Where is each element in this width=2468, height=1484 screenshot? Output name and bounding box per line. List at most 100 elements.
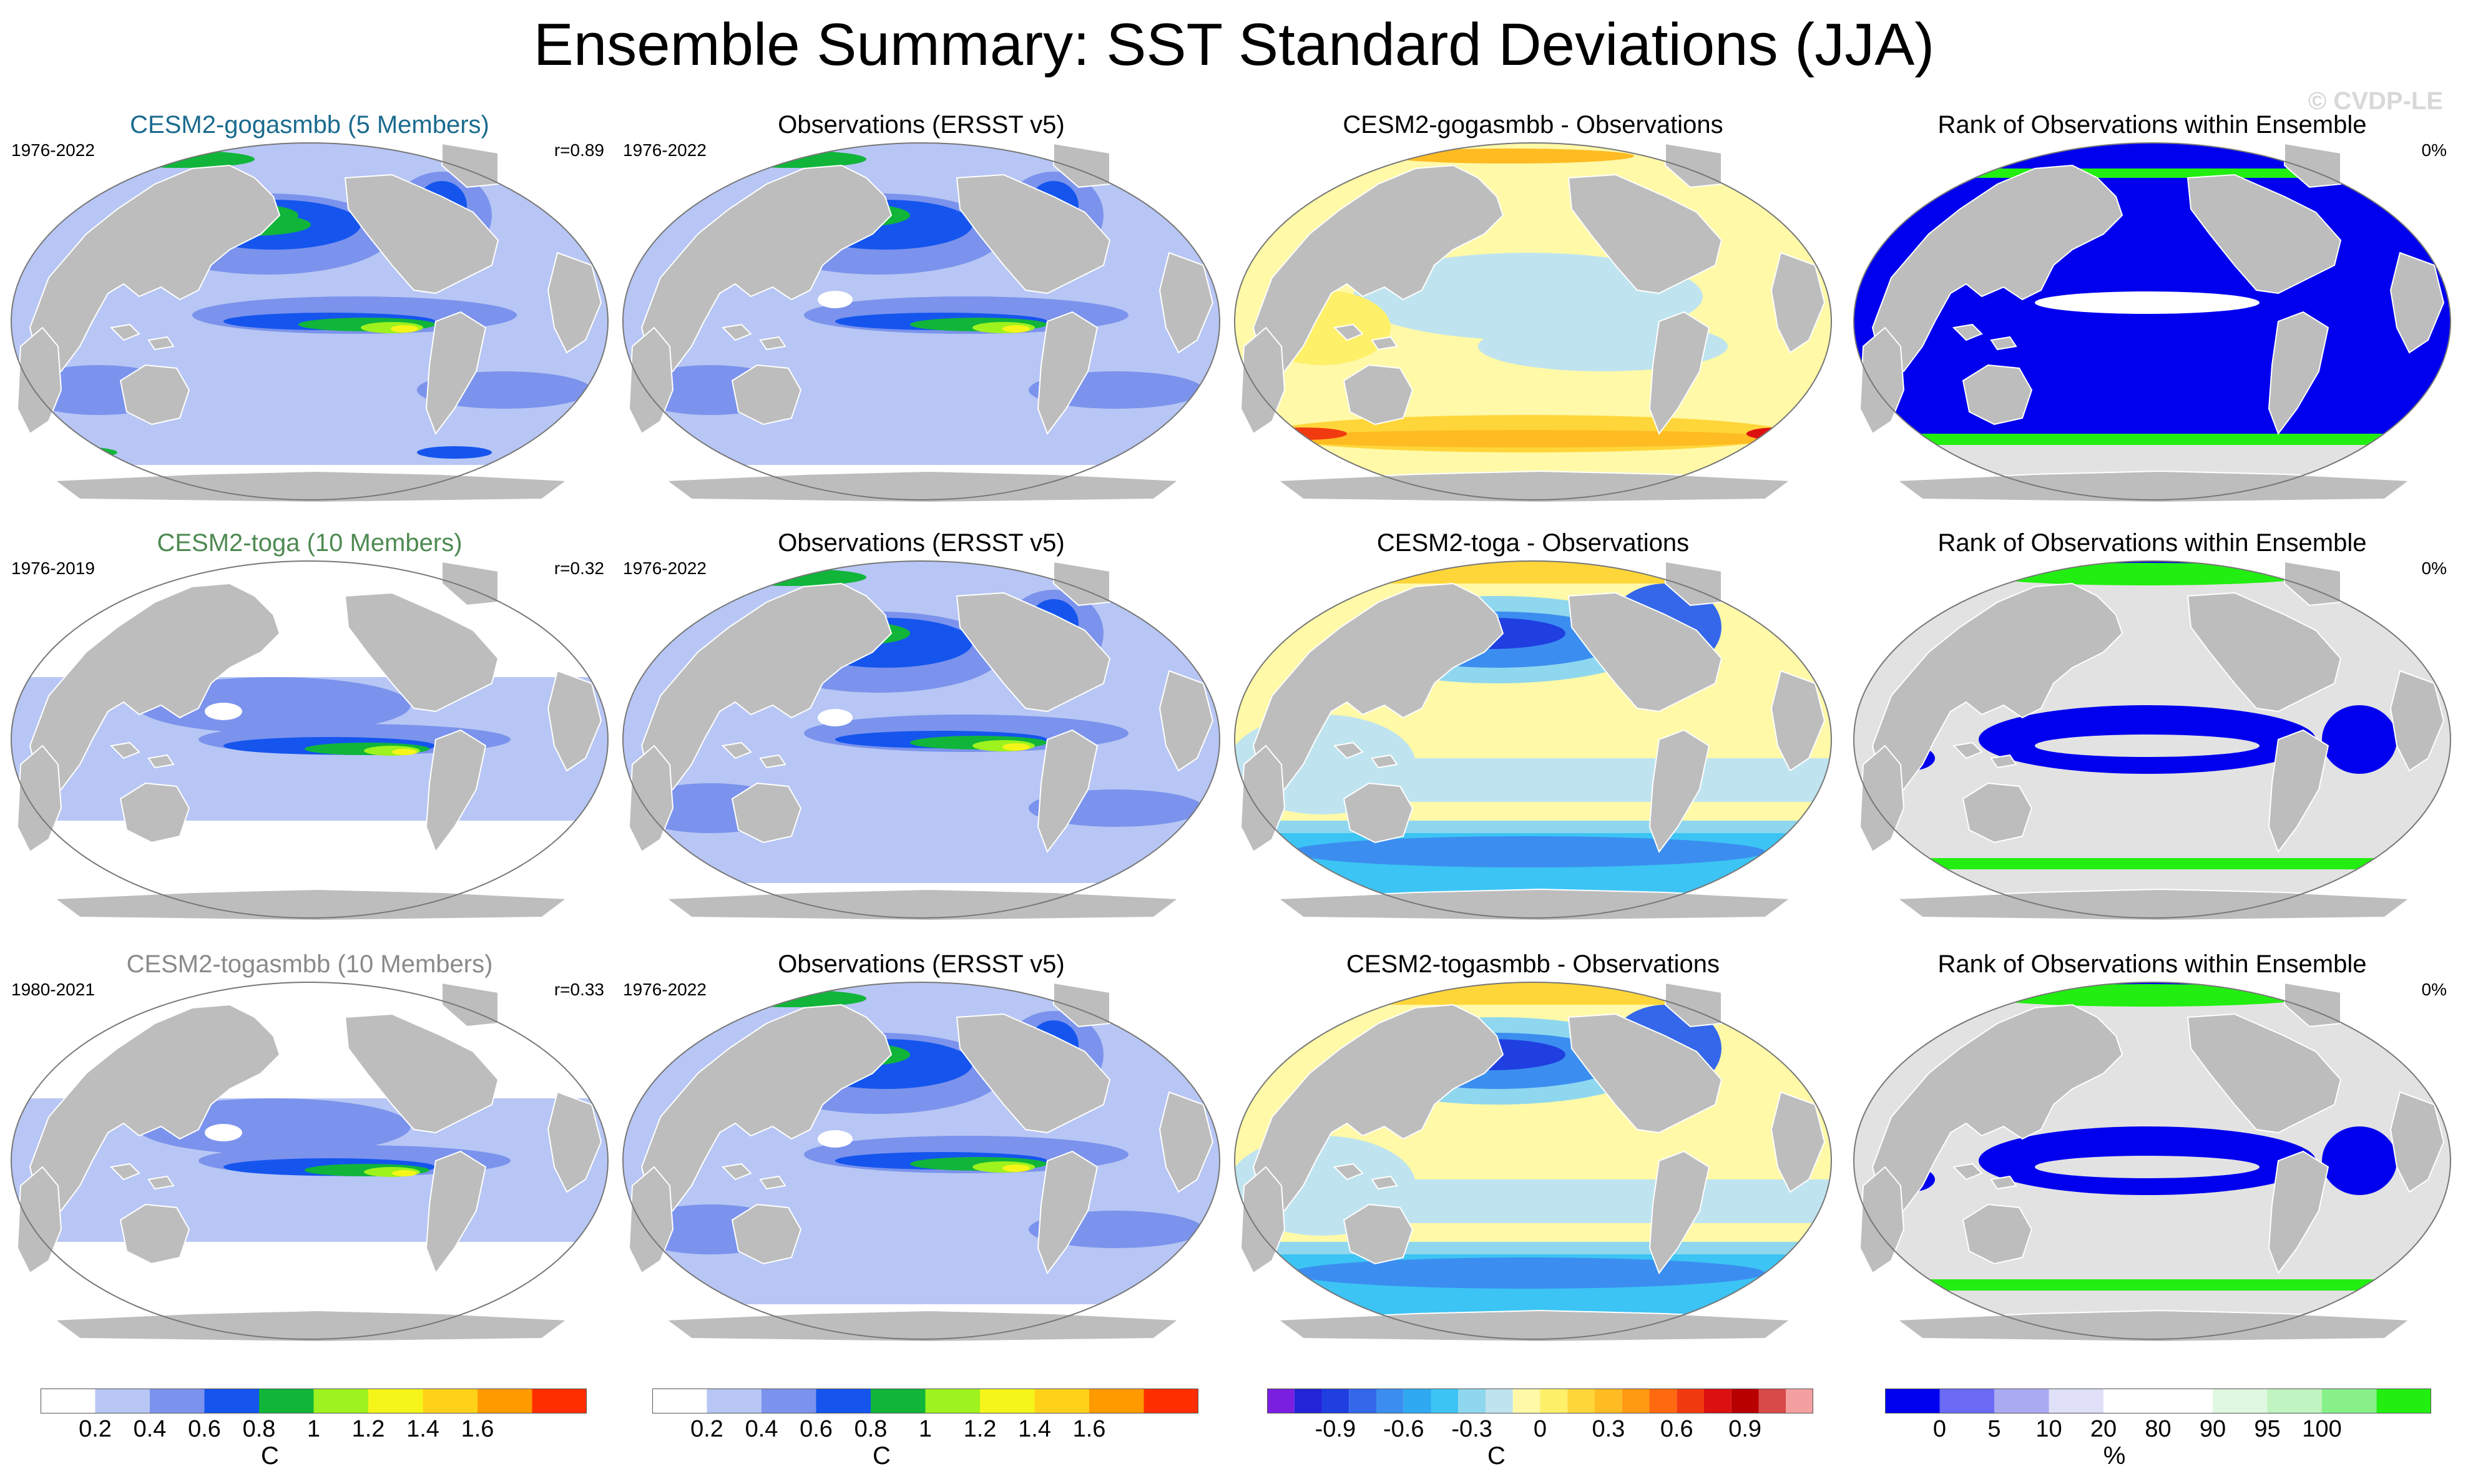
colorbar-swatch bbox=[1294, 1389, 1322, 1413]
land-masses bbox=[1240, 982, 1826, 1342]
globe-map bbox=[1234, 560, 1832, 920]
colorbar-swatch bbox=[1939, 1389, 1994, 1413]
colorbar-tick-label: 95 bbox=[2254, 1416, 2281, 1442]
land-masses bbox=[628, 142, 1214, 502]
colorbar-tick-label: 0 bbox=[1533, 1416, 1547, 1442]
panel-title: CESM2-gogasmbb - Observations bbox=[1343, 111, 1723, 139]
panel-title: Rank of Observations within Ensemble bbox=[1937, 529, 2367, 557]
panel-years: 1976-2022 bbox=[623, 559, 707, 578]
colorbar-swatch bbox=[1486, 1389, 1513, 1413]
colorbar-swatch bbox=[652, 1389, 707, 1413]
colorbar-swatch bbox=[1512, 1389, 1540, 1413]
colorbar-swatch bbox=[477, 1389, 532, 1413]
colorbar-tick-label: 100 bbox=[2302, 1416, 2342, 1442]
model-sd-panel: CESM2-togasmbb (10 Members) 1980-2021 r=0.… bbox=[5, 949, 614, 1348]
colorbar-tick-label: 0.6 bbox=[800, 1416, 833, 1442]
colorbar-tick-label: 1.4 bbox=[1018, 1416, 1051, 1442]
model-sd-panel: CESM2-gogasmbb (5 Members) 1976-2022 r=0.8… bbox=[5, 109, 614, 509]
panel-years: 1976-2022 bbox=[623, 140, 707, 160]
colorbar: 0 5 10 20 80 90 95 100% bbox=[1885, 1389, 2447, 1482]
colorbar-swatch bbox=[1731, 1389, 1759, 1413]
obs-sd-panel: Observations (ERSST v5) 1976-2022 bbox=[617, 109, 1226, 509]
land-masses bbox=[1859, 142, 2445, 502]
globe-map bbox=[622, 982, 1220, 1342]
globe-map bbox=[11, 142, 609, 502]
pattern-correlation: r=0.33 bbox=[554, 980, 604, 999]
panel-title: CESM2-togasmbb (10 Members) bbox=[126, 950, 493, 978]
colorbar-swatch bbox=[1540, 1389, 1568, 1413]
panel-title: Rank of Observations within Ensemble bbox=[1937, 111, 2367, 139]
colorbar-swatch bbox=[1758, 1389, 1786, 1413]
colorbar-tick-label: 1 bbox=[306, 1416, 321, 1442]
land-masses bbox=[16, 142, 602, 502]
colorbar-swatch bbox=[1458, 1389, 1486, 1413]
colorbar-tick-label: 1 bbox=[918, 1416, 933, 1442]
difference-panel: CESM2-togasmbb - Observations bbox=[1228, 949, 1838, 1348]
colorbar-tick-label: 0.3 bbox=[1592, 1416, 1625, 1442]
colorbar-tick-label: 10 bbox=[2035, 1416, 2062, 1442]
colorbar-tick-label: 0.8 bbox=[242, 1416, 276, 1442]
colorbar-swatch bbox=[423, 1389, 477, 1413]
colorbar-swatch bbox=[95, 1389, 150, 1413]
panel-title: Observations (ERSST v5) bbox=[778, 529, 1065, 557]
land-masses bbox=[628, 982, 1214, 1342]
colorbar-tick-label: 0.4 bbox=[745, 1416, 778, 1442]
panel-title: CESM2-gogasmbb (5 Members) bbox=[130, 111, 489, 139]
colorbar-swatch bbox=[1034, 1389, 1089, 1413]
colorbar-swatch bbox=[2103, 1389, 2158, 1413]
globe-map bbox=[622, 142, 1220, 502]
land-masses bbox=[1859, 560, 2445, 920]
globe-map bbox=[11, 982, 609, 1342]
land-masses bbox=[16, 560, 602, 920]
obs-sd-panel: Observations (ERSST v5) 1976-2022 bbox=[617, 949, 1226, 1348]
globe-map bbox=[622, 560, 1220, 920]
colorbar-swatch bbox=[1431, 1389, 1459, 1413]
colorbar-swatch bbox=[2376, 1389, 2431, 1413]
colorbar-swatch bbox=[707, 1389, 761, 1413]
colorbar-swatch bbox=[1622, 1389, 1650, 1413]
colorbar-tick-label: 0.6 bbox=[188, 1416, 221, 1442]
colorbar-swatch bbox=[532, 1389, 587, 1413]
colorbar-swatch bbox=[313, 1389, 368, 1413]
rank-panel: Rank of Observations within Ensemble 0% bbox=[1848, 949, 2457, 1348]
colorbar-swatch bbox=[1267, 1389, 1295, 1413]
pattern-correlation: r=0.89 bbox=[554, 140, 604, 160]
colorbar-tick-label: 0.9 bbox=[1728, 1416, 1762, 1442]
colorbar-swatch bbox=[1885, 1389, 1940, 1413]
colorbar-swatch bbox=[1704, 1389, 1731, 1413]
globe-map bbox=[1234, 142, 1832, 502]
colorbar-tick-label: 1.4 bbox=[406, 1416, 439, 1442]
colorbar-swatch bbox=[1786, 1389, 1813, 1413]
colorbar-swatch bbox=[2213, 1389, 2268, 1413]
globe-map bbox=[1234, 982, 1832, 1342]
colorbar-swatch bbox=[1994, 1389, 2049, 1413]
colorbar-swatch bbox=[2158, 1389, 2213, 1413]
difference-panel: CESM2-gogasmbb - Observations bbox=[1228, 109, 1838, 509]
rank-percent: 0% bbox=[2421, 980, 2447, 999]
pattern-correlation: r=0.32 bbox=[554, 559, 604, 578]
colorbar-swatch bbox=[2322, 1389, 2377, 1413]
rank-percent: 0% bbox=[2421, 559, 2447, 578]
colorbar-swatch bbox=[816, 1389, 871, 1413]
colorbar-tick-label: 20 bbox=[2090, 1416, 2117, 1442]
colorbar-tick-label: 0.4 bbox=[133, 1416, 167, 1442]
colorbar-tick-label: 1.2 bbox=[351, 1416, 385, 1442]
colorbar-swatch bbox=[1143, 1389, 1198, 1413]
colorbar-swatch bbox=[1349, 1389, 1376, 1413]
colorbar-swatch bbox=[259, 1389, 314, 1413]
rank-panel: Rank of Observations within Ensemble 0% bbox=[1848, 527, 2457, 927]
rank-percent: 0% bbox=[2421, 140, 2447, 160]
panel-title: Observations (ERSST v5) bbox=[778, 950, 1065, 978]
globe-map bbox=[1853, 982, 2451, 1342]
globe-map bbox=[1853, 560, 2451, 920]
colorbar-tick-label: 0.2 bbox=[79, 1416, 112, 1442]
colorbar-tick-label: 80 bbox=[2145, 1416, 2172, 1442]
colorbar-tick-label: 0.8 bbox=[854, 1416, 888, 1442]
panel-title: Observations (ERSST v5) bbox=[778, 111, 1065, 139]
colorbar-unit: C bbox=[873, 1442, 891, 1470]
colorbar-unit: % bbox=[2103, 1442, 2126, 1470]
colorbar: -0.9 -0.6 -0.3 0 0.3 0.6 0.9 C bbox=[1267, 1389, 1829, 1482]
colorbar-tick-label: -0.3 bbox=[1451, 1416, 1492, 1442]
land-masses bbox=[16, 982, 602, 1342]
colorbar-swatch bbox=[1677, 1389, 1704, 1413]
